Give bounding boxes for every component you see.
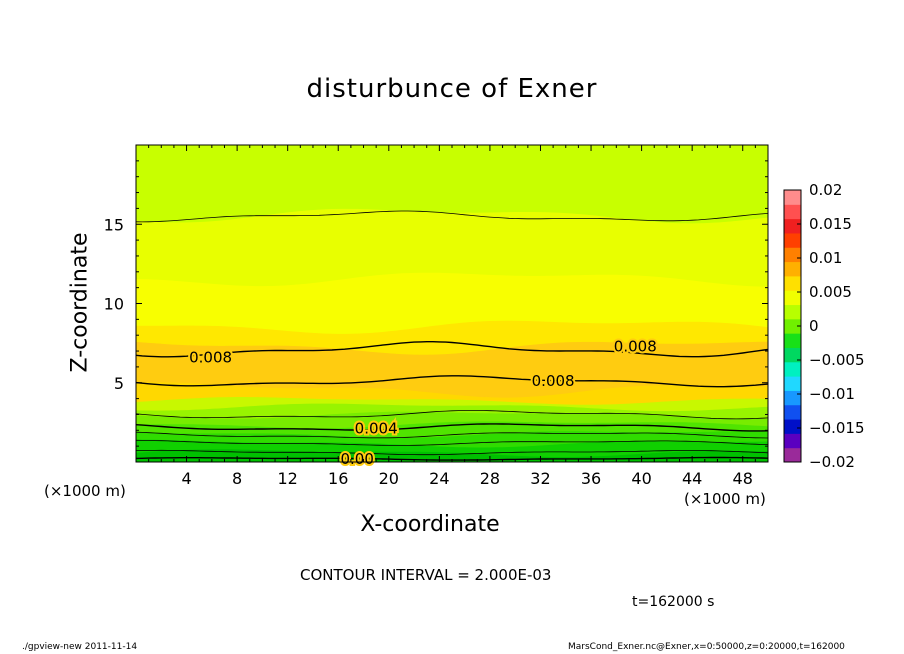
colorbar-tick-label: −0.005	[809, 351, 865, 369]
x-unit-label-right: (×1000 m)	[684, 490, 766, 508]
colorbar-tick-label: 0.01	[809, 249, 842, 267]
colorbar-segment	[784, 318, 801, 334]
contour-line	[135, 439, 769, 446]
x-tick-label: 8	[232, 469, 242, 488]
colorbar-segment	[784, 290, 801, 306]
colorbar-segment	[784, 447, 801, 463]
colorbar-segment	[784, 361, 801, 377]
contour-lines	[135, 210, 769, 461]
contour-line	[135, 449, 769, 456]
x-axis: 4 8 12 16 20 24 28 32 36 40 44 48	[148, 145, 756, 488]
y-tick-label: 5	[114, 374, 124, 393]
x-tick-label: 16	[328, 469, 348, 488]
x-tick-label: 44	[682, 469, 702, 488]
colorbar-segment	[784, 190, 801, 205]
contour-line	[135, 375, 769, 388]
x-tick-label: 48	[733, 469, 753, 488]
colorbar-segment	[784, 247, 801, 263]
contour-label: 0.00	[340, 450, 373, 468]
colorbar-segment	[784, 204, 801, 220]
colorbar-segment	[784, 304, 801, 320]
x-tick-label: 40	[631, 469, 651, 488]
chart-title: disturbunce of Exner	[306, 74, 598, 104]
contour-line	[135, 341, 769, 358]
x-tick-label: 4	[181, 469, 191, 488]
contour-line	[135, 210, 769, 223]
contour-line	[135, 431, 769, 439]
colorbar-tick-label: 0.02	[809, 181, 842, 199]
colorbar-segment	[784, 433, 801, 449]
colorbar-segment	[784, 218, 801, 234]
y-tick-label: 15	[104, 215, 124, 234]
colorbar-tick-label: −0.015	[809, 419, 865, 437]
x-tick-label: 20	[379, 469, 399, 488]
contour-label: 0.008	[614, 337, 657, 355]
colorbar-segment	[784, 261, 801, 277]
colorbar: 0.02 0.015 0.01 0.005 0 −0.005 −0.01 −0.015 −0.0…	[783, 181, 865, 471]
x-tick-label: 12	[278, 469, 298, 488]
x-unit-label-left: (×1000 m)	[44, 482, 126, 500]
contour-label: 0.004	[355, 420, 398, 438]
contour-line	[135, 423, 769, 432]
contour-labels: 0.008 0.008 0.008 0.004 0.00	[187, 335, 659, 470]
colorbar-segment	[784, 404, 801, 420]
color-field	[135, 144, 769, 463]
colorbar-segment	[784, 275, 801, 291]
colorbar-tick-label: −0.02	[809, 453, 855, 471]
footer-source: MarsCond_Exner.nc@Exner,x=0:50000,z=0:20…	[568, 642, 845, 652]
x-tick-label: 36	[581, 469, 601, 488]
x-tick-label: 28	[480, 469, 500, 488]
x-tick-label: 24	[429, 469, 449, 488]
colorbar-segment	[784, 333, 801, 348]
colorbar-tick-label: 0	[809, 317, 819, 335]
colorbar-tick-label: 0.015	[809, 215, 852, 233]
y-tick-label: 10	[104, 295, 124, 314]
colorbar-segment	[784, 232, 801, 248]
colorbar-segment	[784, 419, 801, 434]
colorbar-tick-label: −0.01	[809, 385, 855, 403]
contour-label: 0.008	[189, 348, 232, 366]
contour-label: 0.008	[532, 372, 575, 390]
y-axis: 5 10 15	[104, 160, 768, 447]
colorbar-tick-label: 0.005	[809, 283, 852, 301]
contour-interval-note: CONTOUR INTERVAL = 2.000E-03	[300, 566, 552, 584]
x-tick-label: 32	[530, 469, 550, 488]
colorbar-segment	[784, 347, 801, 363]
x-axis-label: X-coordinate	[360, 512, 500, 537]
colorbar-segment	[784, 376, 801, 391]
field-band	[135, 144, 769, 224]
contour-line	[135, 410, 769, 420]
footer-program: ./gpview-new 2011-11-14	[22, 642, 138, 652]
y-axis-label: Z-coordinate	[67, 232, 93, 373]
colorbar-segment	[784, 390, 801, 406]
time-stamp: t=162000 s	[632, 594, 715, 610]
